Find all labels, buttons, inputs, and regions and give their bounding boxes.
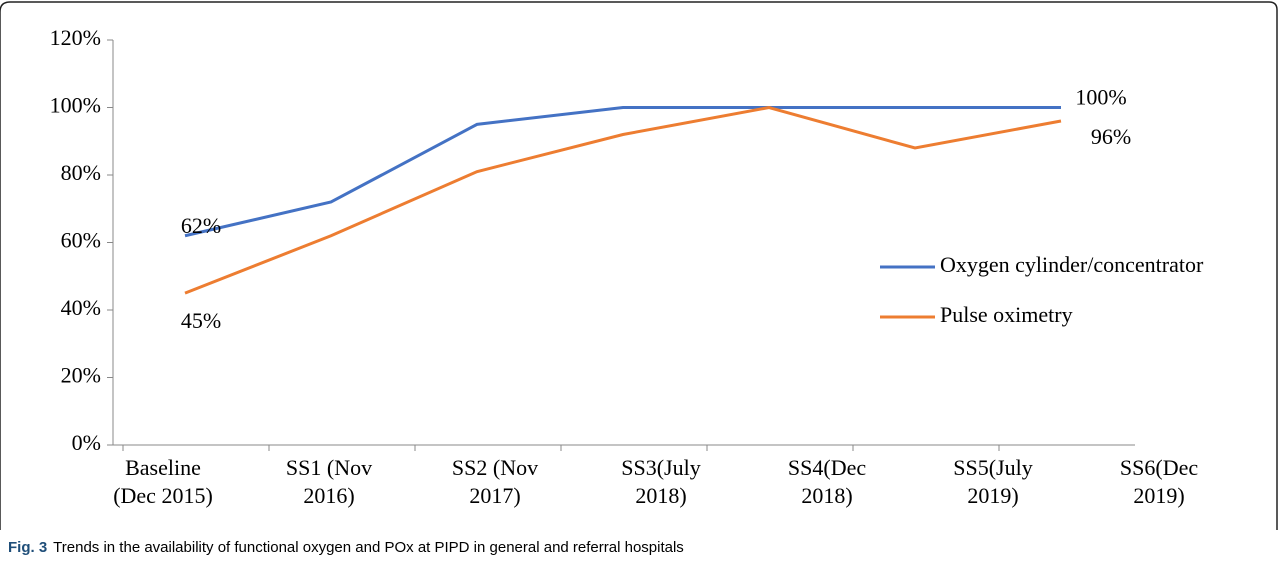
y-tick-label: 60% bbox=[61, 228, 101, 253]
y-tick-label: 20% bbox=[61, 363, 101, 388]
y-tick-label: 100% bbox=[50, 93, 101, 118]
x-tick-label: 2018) bbox=[801, 483, 852, 508]
data-label: 100% bbox=[1075, 85, 1126, 110]
x-tick-label: (Dec 2015) bbox=[113, 483, 213, 508]
legend-label: Pulse oximetry bbox=[940, 302, 1073, 327]
data-label: 45% bbox=[181, 308, 221, 333]
caption-text: Trends in the availability of functional… bbox=[53, 539, 684, 556]
series-line bbox=[184, 106, 1061, 238]
x-tick-label: 2019) bbox=[1133, 483, 1184, 508]
x-tick-label: SS3(July bbox=[621, 455, 700, 480]
x-tick-label: 2018) bbox=[635, 483, 686, 508]
y-tick-label: 40% bbox=[61, 295, 101, 320]
x-tick-label: SS5(July bbox=[953, 455, 1032, 480]
x-tick-label: 2019) bbox=[967, 483, 1018, 508]
x-tick-label: SS6(Dec bbox=[1120, 455, 1198, 480]
series-line bbox=[184, 105, 1062, 295]
x-tick-label: SS1 (Nov bbox=[286, 455, 372, 480]
x-tick-label: Baseline bbox=[125, 455, 201, 480]
x-tick-label: 2017) bbox=[469, 483, 520, 508]
y-tick-label: 80% bbox=[61, 160, 101, 185]
y-tick-label: 120% bbox=[50, 25, 101, 50]
data-label: 96% bbox=[1091, 124, 1131, 149]
caption-label: Fig. 3 bbox=[8, 539, 47, 556]
legend-label: Oxygen cylinder/concentrator bbox=[940, 252, 1204, 277]
x-tick-label: 2016) bbox=[303, 483, 354, 508]
frame bbox=[0, 1, 1278, 530]
caption: Fig. 3 Trends in the availability of func… bbox=[8, 539, 684, 556]
data-label: 62% bbox=[181, 213, 221, 238]
x-tick-label: SS2 (Nov bbox=[452, 455, 538, 480]
y-tick-label: 0% bbox=[72, 430, 101, 455]
x-tick-label: SS4(Dec bbox=[788, 455, 866, 480]
